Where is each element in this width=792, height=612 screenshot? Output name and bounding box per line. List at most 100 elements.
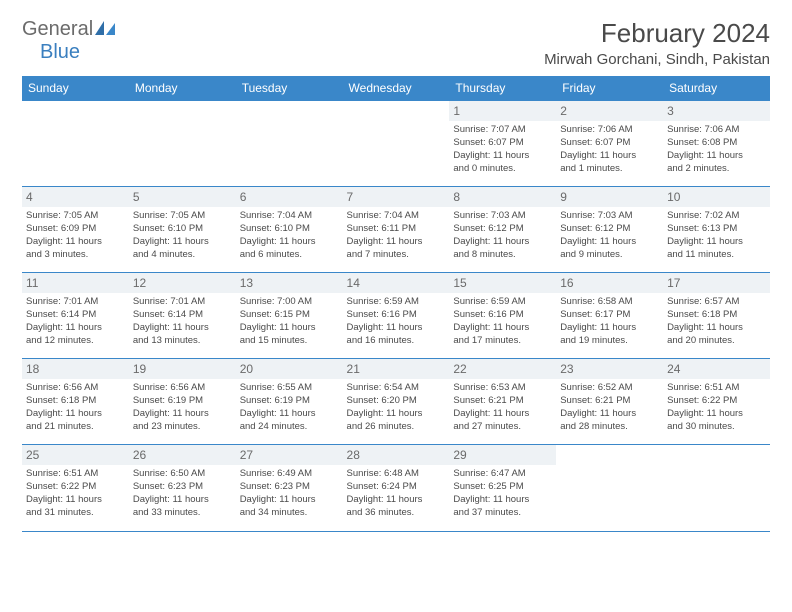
day-details: Sunrise: 7:01 AM Sunset: 6:14 PM Dayligh…	[26, 296, 125, 347]
day-number: 15	[449, 273, 556, 293]
day-details: Sunrise: 7:00 AM Sunset: 6:15 PM Dayligh…	[240, 296, 339, 347]
day-cell: 21 Sunrise: 6:54 AM Sunset: 6:20 PM Dayli…	[343, 359, 450, 445]
logo-general: General	[22, 18, 93, 40]
logo-text: General Blue	[22, 18, 115, 64]
day-number: 7	[343, 187, 450, 207]
day-cell: 20 Sunrise: 6:55 AM Sunset: 6:19 PM Dayli…	[236, 359, 343, 445]
dow-header: Saturday	[663, 76, 770, 101]
dow-header: Thursday	[449, 76, 556, 101]
day-cell: 4Sunrise: 7:05 AM Sunset: 6:09 PM Daylig…	[22, 187, 129, 273]
location: Mirwah Gorchani, Sindh, Pakistan	[544, 51, 770, 68]
day-details: Sunrise: 7:06 AM Sunset: 6:07 PM Dayligh…	[560, 124, 659, 175]
day-details: Sunrise: 7:05 AM Sunset: 6:10 PM Dayligh…	[133, 210, 232, 261]
week-row: 18Sunrise: 6:56 AM Sunset: 6:18 PM Dayli…	[22, 359, 770, 445]
day-cell	[556, 445, 663, 531]
day-number: 28	[343, 445, 450, 465]
day-details: Sunrise: 6:51 AM Sunset: 6:22 PM Dayligh…	[667, 382, 766, 433]
week-row: 11 Sunrise: 7:01 AM Sunset: 6:14 PM Dayli…	[22, 273, 770, 359]
day-details: Sunrise: 6:56 AM Sunset: 6:18 PM Dayligh…	[26, 382, 125, 433]
dow-header: Monday	[129, 76, 236, 101]
day-number: 8	[449, 187, 556, 207]
title-block: February 2024 Mirwah Gorchani, Sindh, Pa…	[544, 18, 770, 68]
day-cell: 13 Sunrise: 7:00 AM Sunset: 6:15 PM Dayli…	[236, 273, 343, 359]
day-cell	[236, 101, 343, 187]
week-row: 4Sunrise: 7:05 AM Sunset: 6:09 PM Daylig…	[22, 187, 770, 273]
day-number: 12	[129, 273, 236, 293]
day-number: 3	[663, 101, 770, 121]
day-details: Sunrise: 7:03 AM Sunset: 6:12 PM Dayligh…	[453, 210, 552, 261]
day-details: Sunrise: 6:55 AM Sunset: 6:19 PM Dayligh…	[240, 382, 339, 433]
day-cell: 25 Sunrise: 6:51 AM Sunset: 6:22 PM Dayli…	[22, 445, 129, 531]
day-details: Sunrise: 6:56 AM Sunset: 6:19 PM Dayligh…	[133, 382, 232, 433]
day-cell: 12Sunrise: 7:01 AM Sunset: 6:14 PM Dayli…	[129, 273, 236, 359]
day-cell: 18Sunrise: 6:56 AM Sunset: 6:18 PM Dayli…	[22, 359, 129, 445]
calendar-page: General Blue February 2024 Mirwah Gorcha…	[0, 0, 792, 532]
day-details: Sunrise: 6:53 AM Sunset: 6:21 PM Dayligh…	[453, 382, 552, 433]
day-number: 29	[449, 445, 556, 465]
week-row: 1 Sunrise: 7:07 AM Sunset: 6:07 PM Daylig…	[22, 101, 770, 187]
day-cell	[22, 101, 129, 187]
day-details: Sunrise: 6:52 AM Sunset: 6:21 PM Dayligh…	[560, 382, 659, 433]
day-details: Sunrise: 6:57 AM Sunset: 6:18 PM Dayligh…	[667, 296, 766, 347]
day-cell: 26 Sunrise: 6:50 AM Sunset: 6:23 PM Dayli…	[129, 445, 236, 531]
day-cell: 6 Sunrise: 7:04 AM Sunset: 6:10 PM Daylig…	[236, 187, 343, 273]
day-cell: 28 Sunrise: 6:48 AM Sunset: 6:24 PM Dayli…	[343, 445, 450, 531]
day-cell: 15 Sunrise: 6:59 AM Sunset: 6:16 PM Dayli…	[449, 273, 556, 359]
day-details: Sunrise: 7:07 AM Sunset: 6:07 PM Dayligh…	[453, 124, 552, 175]
day-cell: 17 Sunrise: 6:57 AM Sunset: 6:18 PM Dayli…	[663, 273, 770, 359]
calendar-body: 1 Sunrise: 7:07 AM Sunset: 6:07 PM Daylig…	[22, 101, 770, 531]
day-number: 26	[129, 445, 236, 465]
day-cell	[663, 445, 770, 531]
day-details: Sunrise: 6:51 AM Sunset: 6:22 PM Dayligh…	[26, 468, 125, 519]
day-number: 20	[236, 359, 343, 379]
header: General Blue February 2024 Mirwah Gorcha…	[22, 18, 770, 68]
day-cell: 23 Sunrise: 6:52 AM Sunset: 6:21 PM Dayli…	[556, 359, 663, 445]
logo: General Blue	[22, 18, 115, 64]
day-number: 17	[663, 273, 770, 293]
day-cell: 27Sunrise: 6:49 AM Sunset: 6:23 PM Dayli…	[236, 445, 343, 531]
day-number: 21	[343, 359, 450, 379]
day-details: Sunrise: 7:04 AM Sunset: 6:11 PM Dayligh…	[347, 210, 446, 261]
day-cell: 10Sunrise: 7:02 AM Sunset: 6:13 PM Dayli…	[663, 187, 770, 273]
day-number: 6	[236, 187, 343, 207]
dow-header: Friday	[556, 76, 663, 101]
day-cell: 16 Sunrise: 6:58 AM Sunset: 6:17 PM Dayli…	[556, 273, 663, 359]
day-details: Sunrise: 6:59 AM Sunset: 6:16 PM Dayligh…	[453, 296, 552, 347]
day-number: 24	[663, 359, 770, 379]
day-details: Sunrise: 6:54 AM Sunset: 6:20 PM Dayligh…	[347, 382, 446, 433]
day-number: 2	[556, 101, 663, 121]
day-details: Sunrise: 6:58 AM Sunset: 6:17 PM Dayligh…	[560, 296, 659, 347]
week-row: 25 Sunrise: 6:51 AM Sunset: 6:22 PM Dayli…	[22, 445, 770, 531]
calendar-head: SundayMondayTuesdayWednesdayThursdayFrid…	[22, 76, 770, 101]
day-details: Sunrise: 6:48 AM Sunset: 6:24 PM Dayligh…	[347, 468, 446, 519]
day-number: 19	[129, 359, 236, 379]
day-number: 14	[343, 273, 450, 293]
day-details: Sunrise: 6:59 AM Sunset: 6:16 PM Dayligh…	[347, 296, 446, 347]
day-details: Sunrise: 6:49 AM Sunset: 6:23 PM Dayligh…	[240, 468, 339, 519]
day-number: 11	[22, 273, 129, 293]
dow-header: Tuesday	[236, 76, 343, 101]
dow-header: Sunday	[22, 76, 129, 101]
logo-blue: Blue	[40, 41, 80, 63]
day-number: 4	[22, 187, 129, 207]
day-number: 25	[22, 445, 129, 465]
day-cell: 8 Sunrise: 7:03 AM Sunset: 6:12 PM Daylig…	[449, 187, 556, 273]
day-cell: 22Sunrise: 6:53 AM Sunset: 6:21 PM Dayli…	[449, 359, 556, 445]
day-cell: 19 Sunrise: 6:56 AM Sunset: 6:19 PM Dayli…	[129, 359, 236, 445]
day-cell: 11 Sunrise: 7:01 AM Sunset: 6:14 PM Dayli…	[22, 273, 129, 359]
day-number: 1	[449, 101, 556, 121]
day-number: 16	[556, 273, 663, 293]
day-cell: 3Sunrise: 7:06 AM Sunset: 6:08 PM Daylig…	[663, 101, 770, 187]
day-cell: 1 Sunrise: 7:07 AM Sunset: 6:07 PM Daylig…	[449, 101, 556, 187]
day-cell	[129, 101, 236, 187]
logo-sail-icon	[95, 21, 115, 40]
day-details: Sunrise: 7:03 AM Sunset: 6:12 PM Dayligh…	[560, 210, 659, 261]
month-title: February 2024	[544, 18, 770, 49]
day-details: Sunrise: 7:04 AM Sunset: 6:10 PM Dayligh…	[240, 210, 339, 261]
day-number: 13	[236, 273, 343, 293]
day-details: Sunrise: 6:47 AM Sunset: 6:25 PM Dayligh…	[453, 468, 552, 519]
day-details: Sunrise: 6:50 AM Sunset: 6:23 PM Dayligh…	[133, 468, 232, 519]
calendar-table: SundayMondayTuesdayWednesdayThursdayFrid…	[22, 76, 770, 531]
day-number: 10	[663, 187, 770, 207]
day-number: 23	[556, 359, 663, 379]
